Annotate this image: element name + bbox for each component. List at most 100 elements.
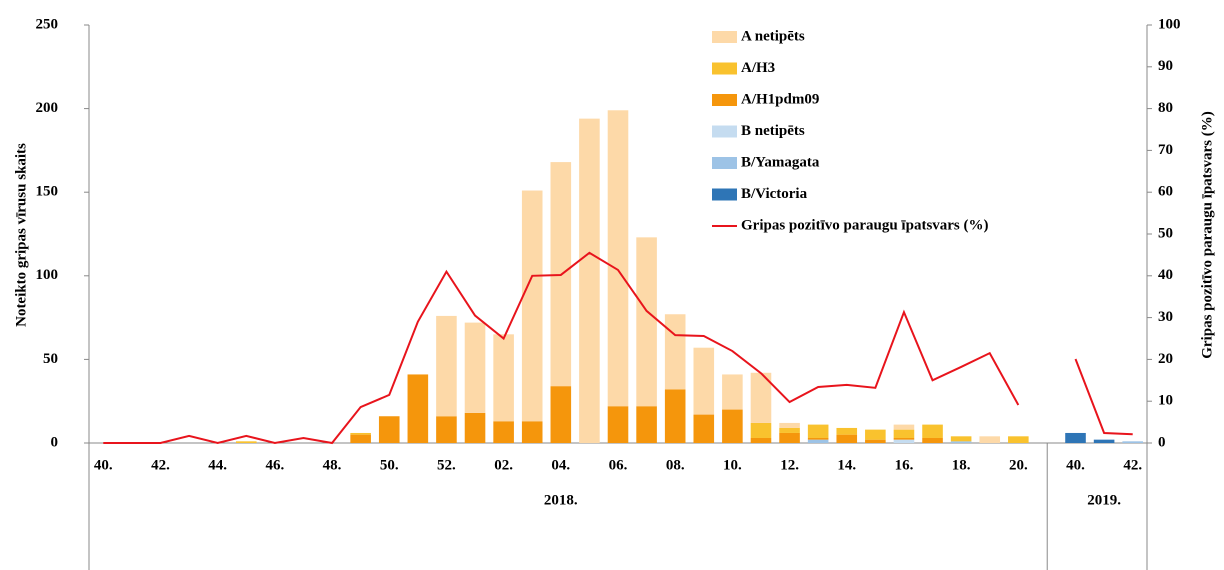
bar — [1122, 441, 1143, 443]
bar — [779, 422, 800, 428]
x-tick-label: 48. — [323, 457, 342, 473]
y-tick-label: 200 — [36, 100, 59, 116]
bar — [521, 190, 543, 422]
legend-label: B/Victoria — [741, 186, 808, 202]
y-tick-label: 150 — [36, 184, 59, 200]
legend-swatch — [712, 31, 737, 43]
bar — [693, 347, 715, 415]
bar — [807, 439, 829, 443]
bar — [893, 437, 915, 440]
legend-label: B/Yamagata — [741, 154, 820, 170]
y2-tick-label: 50 — [1158, 225, 1173, 241]
x-tick-label: 14. — [837, 457, 856, 473]
y2-tick-label: 30 — [1158, 309, 1173, 325]
x-tick-label: 20. — [1009, 457, 1028, 473]
legend-swatch — [712, 125, 737, 138]
legend-label: B netipēts — [741, 123, 805, 139]
x-tick-label: 42. — [151, 457, 170, 473]
bar — [521, 421, 543, 443]
y2-tick-label: 90 — [1158, 58, 1173, 74]
bar — [579, 118, 600, 443]
bar — [779, 432, 800, 443]
bar — [464, 412, 486, 443]
legend-swatch — [712, 94, 737, 106]
x-group-label: 2018. — [544, 492, 578, 508]
legend-label: A netipēts — [741, 28, 805, 44]
x-tick-label: 18. — [952, 457, 971, 473]
bar — [1008, 436, 1029, 443]
y2-tick-label: 40 — [1158, 267, 1173, 283]
y2-tick-label: 10 — [1158, 393, 1173, 409]
x-tick-label: 08. — [666, 457, 685, 473]
bar — [235, 441, 257, 443]
bar — [950, 436, 972, 442]
bar — [893, 424, 915, 430]
legend-label: Gripas pozitīvo paraugu īpatsvars (%) — [741, 217, 989, 233]
bar — [664, 389, 686, 443]
x-tick-label: 16. — [895, 457, 914, 473]
bar — [350, 434, 371, 443]
bar — [865, 439, 886, 443]
bar — [436, 315, 457, 417]
bar — [607, 110, 629, 407]
bar — [436, 416, 457, 443]
y2-tick-label: 80 — [1158, 100, 1173, 116]
bar — [807, 437, 829, 440]
bar — [807, 424, 829, 438]
bar — [750, 372, 772, 423]
legend-label: A/H3 — [741, 60, 775, 76]
bar — [464, 322, 486, 413]
legend-swatch — [712, 157, 737, 169]
x-tick-label: 10. — [723, 457, 742, 473]
bar — [750, 422, 772, 438]
x-tick-label: 52. — [437, 457, 456, 473]
y-tick-label: 100 — [36, 267, 59, 283]
legend-label: A/H1pdm09 — [741, 91, 819, 107]
x-tick-label: 06. — [609, 457, 628, 473]
bar — [636, 237, 657, 407]
bar — [636, 406, 657, 443]
y-tick-label: 0 — [51, 434, 59, 450]
y2-tick-label: 70 — [1158, 142, 1173, 158]
x-tick-label: 40. — [1066, 457, 1085, 473]
x-group-label: 2019. — [1087, 492, 1121, 508]
bar — [865, 429, 886, 440]
bar — [378, 416, 400, 443]
bar — [493, 334, 514, 422]
bar — [893, 429, 915, 438]
line — [103, 251, 1133, 445]
y2-tick-label: 0 — [1158, 434, 1166, 450]
bar — [664, 314, 686, 390]
y-tick-label: 250 — [36, 16, 59, 32]
bar — [722, 374, 743, 410]
x-tick-label: 44. — [208, 457, 227, 473]
bar — [1065, 432, 1086, 443]
x-tick-label: 40. — [94, 457, 113, 473]
bar — [550, 386, 572, 443]
bar — [750, 437, 772, 443]
x-tick-label: 46. — [265, 457, 284, 473]
y-tick-label: 50 — [43, 351, 58, 367]
bar — [950, 441, 972, 443]
x-tick-label: 02. — [494, 457, 513, 473]
y-axis-title: Noteikto gripas vīrusu skaits — [13, 143, 29, 327]
bar — [836, 427, 858, 435]
bar — [693, 414, 715, 443]
x-tick-label: 12. — [780, 457, 799, 473]
bar — [779, 427, 800, 433]
bar — [893, 439, 915, 443]
bar — [922, 424, 943, 438]
bar — [722, 409, 743, 443]
bar — [979, 436, 1001, 443]
bar — [836, 434, 858, 443]
y2-tick-label: 100 — [1158, 16, 1181, 32]
x-tick-label: 42. — [1123, 457, 1142, 473]
bar — [922, 437, 943, 443]
y2-axis-title: Gripas pozitīvo paraugu īpatsvars (%) — [1199, 111, 1215, 359]
bar — [407, 374, 429, 443]
bar — [350, 432, 371, 435]
x-tick-label: 04. — [551, 457, 570, 473]
y2-tick-label: 60 — [1158, 184, 1173, 200]
bar — [607, 406, 629, 443]
